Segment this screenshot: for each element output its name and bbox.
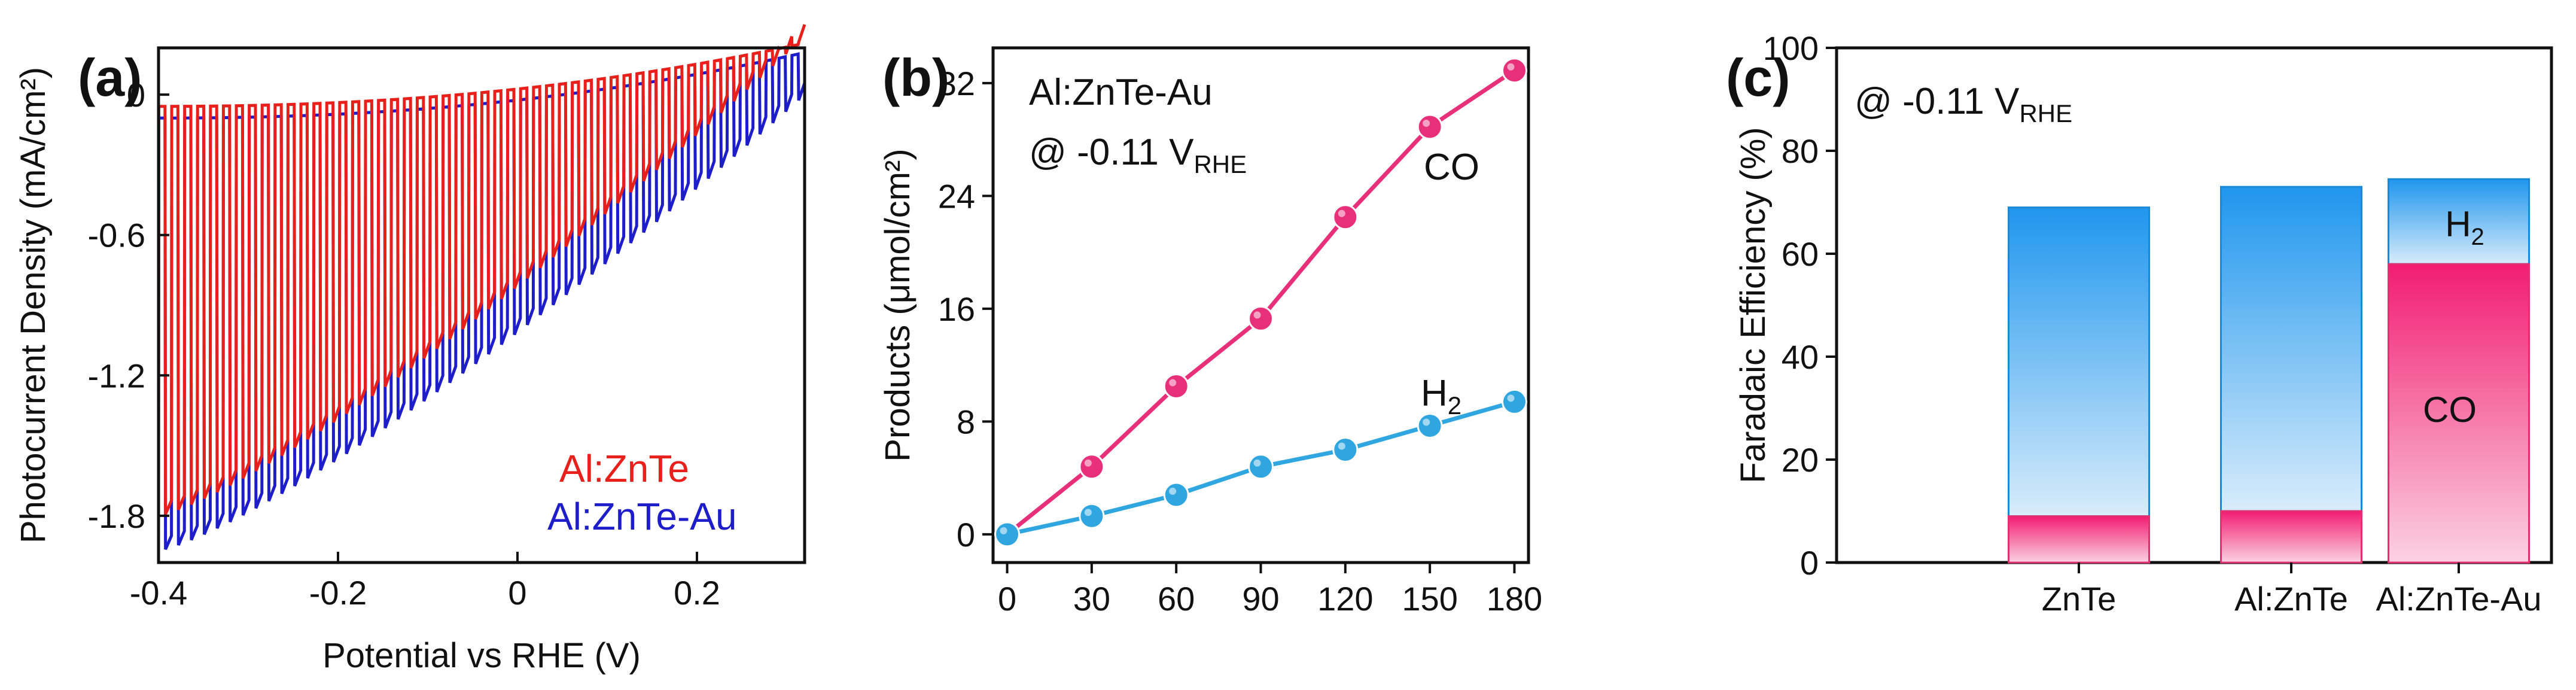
panel-b-y-tick-label: 32 xyxy=(938,65,975,102)
panel-b-co-label: CO xyxy=(1424,147,1479,188)
panel-b-h2-point-highlight xyxy=(1507,394,1515,402)
panel-c-label: (c) xyxy=(1726,48,1791,107)
panel-b-y-tick-label: 8 xyxy=(957,403,975,440)
panel-b-h2-point xyxy=(1079,503,1105,529)
panel-c-y-axis-title: Faradaic Efficiency (%) xyxy=(1734,127,1773,483)
panel-a-x-axis-title: Potential vs RHE (V) xyxy=(322,636,641,675)
panel-b-h2-point-highlight xyxy=(1169,487,1177,495)
panel-b-co-point-highlight xyxy=(1253,311,1261,319)
panel-b-y-tick-label: 16 xyxy=(938,290,975,328)
panel-b-co-point xyxy=(1501,57,1527,84)
panel-c-bar-co xyxy=(2008,515,2150,564)
panel-a-x-tick-label: 0 xyxy=(508,574,526,612)
panel-b-h2-point xyxy=(994,521,1021,548)
panel-c-y-tick-label: 40 xyxy=(1782,338,1819,376)
panel-b-h2-point-highlight xyxy=(1000,527,1007,534)
panel-c-x-tick-label: Al:ZnTe xyxy=(2234,580,2348,618)
panel-c-y-tick-label: 100 xyxy=(1763,29,1819,67)
panel-b-x-tick-label: 0 xyxy=(998,580,1016,618)
panel-b-h2-point-highlight xyxy=(1253,459,1261,467)
panel-b-co-point xyxy=(1332,204,1359,230)
panel-a-axes-frame xyxy=(157,46,806,564)
panel-b-co-point xyxy=(1248,305,1274,332)
panel-b-x-tick-label: 150 xyxy=(1402,580,1457,618)
panel-b-h2-point-highlight xyxy=(1423,418,1430,426)
panel-c-bar-co xyxy=(2388,263,2530,564)
panel-a-series-al-znte xyxy=(157,24,806,515)
panel-c-y-tick-label: 20 xyxy=(1782,441,1819,479)
panel-c-y-tick-label: 0 xyxy=(1800,544,1819,582)
panel-b-y-tick-label: 0 xyxy=(957,516,975,554)
panel-b: (b) Products (μmol/cm²) Al:ZnTe-Au @ -0.… xyxy=(878,46,1542,618)
panel-a-x-tick-label: 0.2 xyxy=(674,574,720,612)
panel-a-series-al-znte-au xyxy=(157,52,806,551)
panel-b-h2-label: H2 xyxy=(1421,373,1461,420)
panel-a-y-tick-label: -1.8 xyxy=(88,497,146,535)
panel-a-legend-al-znte-au: Al:ZnTe-Au xyxy=(547,495,737,538)
panel-b-h2-point xyxy=(1501,388,1527,415)
panel-c-bar-h2 xyxy=(2008,206,2150,518)
panel-c-annotation-potential: @ -0.11 VRHE xyxy=(1855,81,2072,127)
panel-b-h2-point xyxy=(1248,454,1274,480)
panel-c-bar-h2 xyxy=(2220,186,2362,512)
panel-b-h2-point-highlight xyxy=(1084,509,1092,516)
panel-b-h2-point xyxy=(1163,482,1189,508)
panel-b-x-tick-label: 30 xyxy=(1073,580,1110,618)
panel-b-x-tick-label: 60 xyxy=(1158,580,1195,618)
panel-b-co-point-highlight xyxy=(1423,119,1430,127)
panel-b-co-point-highlight xyxy=(1338,209,1345,217)
panel-b-co-point xyxy=(1417,114,1443,140)
panel-c-x-tick-label: ZnTe xyxy=(2042,580,2117,618)
panel-b-label: (b) xyxy=(882,48,949,107)
panel-c-co-label: CO xyxy=(2423,390,2477,430)
panel-c-y-tick-label: 60 xyxy=(1782,235,1819,273)
panel-b-y-tick-label: 24 xyxy=(938,177,975,215)
panel-b-annotation-potential: @ -0.11 VRHE xyxy=(1029,132,1247,178)
panel-b-h2-point-highlight xyxy=(1338,442,1345,450)
panel-b-co-point-highlight xyxy=(1507,63,1515,71)
panel-b-h2-point xyxy=(1417,412,1443,439)
panel-c-x-tick-label: Al:ZnTe-Au xyxy=(2376,580,2542,618)
panel-c-h2-label: H2 xyxy=(2445,204,2484,250)
panel-c-y-tick-label: 80 xyxy=(1782,132,1819,170)
panel-a-x-tick-label: -0.4 xyxy=(130,574,188,612)
panel-a-label: (a) xyxy=(78,48,142,107)
panel-a-x-tick-label: -0.2 xyxy=(309,574,367,612)
panel-c-axes-frame xyxy=(1835,46,2553,564)
panel-b-co-point xyxy=(1079,454,1105,480)
panel-a: (a) Photocurrent Density (mA/cm²) Potent… xyxy=(14,24,806,675)
panel-a-y-tick-label: 0 xyxy=(127,76,145,114)
panel-b-co-point-highlight xyxy=(1084,459,1092,467)
panel-c-bar-h2 xyxy=(2388,178,2530,265)
panel-b-x-tick-label: 120 xyxy=(1317,580,1373,618)
panel-b-annotation-sample: Al:ZnTe-Au xyxy=(1029,72,1213,113)
panel-a-y-tick-label: -0.6 xyxy=(88,217,146,254)
panel-b-x-tick-label: 90 xyxy=(1242,580,1279,618)
panel-b-co-point-highlight xyxy=(1169,379,1177,387)
panel-b-x-tick-label: 180 xyxy=(1487,580,1542,618)
panel-b-y-axis-title: Products (μmol/cm²) xyxy=(878,148,917,461)
panel-b-axes-frame xyxy=(991,46,1530,564)
panel-a-legend-al-znte: Al:ZnTe xyxy=(559,447,689,490)
panel-b-co-point xyxy=(1163,373,1189,399)
panel-a-y-axis-title: Photocurrent Density (mA/cm²) xyxy=(14,67,53,543)
panel-c: (c) Faradaic Efficiency (%) @ -0.11 VRHE… xyxy=(1726,29,2553,618)
panel-b-h2-point xyxy=(1332,437,1359,463)
panel-a-y-tick-label: -1.2 xyxy=(88,357,146,394)
panel-c-bar-co xyxy=(2220,510,2362,564)
